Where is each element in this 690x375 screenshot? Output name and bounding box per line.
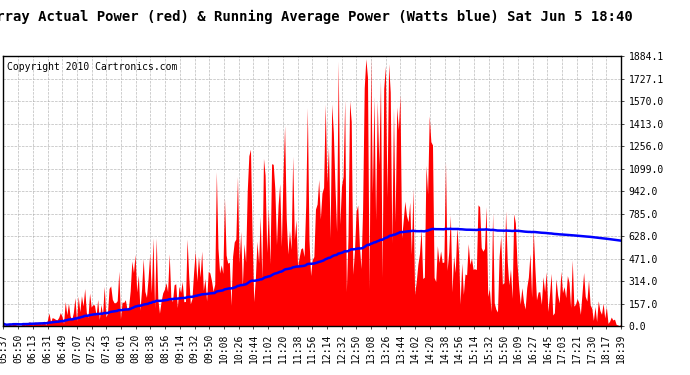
Text: East Array Actual Power (red) & Running Average Power (Watts blue) Sat Jun 5 18:: East Array Actual Power (red) & Running … bbox=[0, 9, 633, 24]
Text: Copyright 2010 Cartronics.com: Copyright 2010 Cartronics.com bbox=[6, 62, 177, 72]
